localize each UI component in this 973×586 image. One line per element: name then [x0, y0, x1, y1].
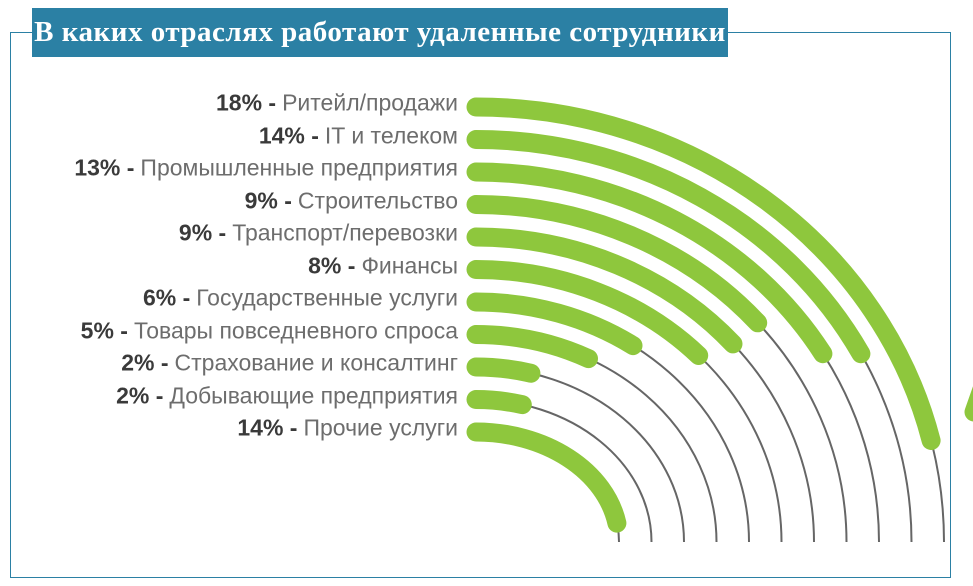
industry-label-row: 9% - Транспорт/перевозки	[0, 219, 458, 246]
industry-label-row: 8% - Финансы	[0, 254, 458, 277]
industry-label-row: 14% - Прочие услуги	[0, 414, 458, 441]
arc-value	[466, 292, 643, 356]
industry-name: Строительство	[297, 187, 458, 213]
arc-value	[466, 422, 627, 533]
industry-label-row: 14% - IT и телеком	[0, 124, 458, 147]
industry-label-row: 18% - Ритейл/продажи	[0, 89, 458, 116]
industry-label-row: 2% - Добывающие предприятия	[0, 384, 458, 407]
industry-name: Страхование и консалтинг	[174, 349, 458, 376]
industry-percent: 13% -	[74, 154, 135, 181]
arc-value	[466, 390, 532, 415]
industry-label-row: 2% - Страхование и консалтинг	[0, 349, 458, 376]
arc-values	[466, 97, 941, 533]
industry-name: Товары повседневного спроса	[133, 317, 458, 343]
industry-name: Ритейл/продажи	[282, 89, 458, 116]
industry-percent: 14% -	[258, 122, 319, 148]
chart-title: В каких отраслях работают удаленные сотр…	[34, 16, 726, 48]
industry-label-row: 13% - Промышленные предприятия	[0, 154, 458, 181]
industry-name: Финансы	[361, 252, 458, 278]
arc-value	[466, 357, 541, 383]
arc-value	[466, 325, 598, 369]
industry-name: Государственные услуги	[196, 284, 458, 311]
industry-label-row: 9% - Строительство	[0, 189, 458, 212]
industry-percent: 6% -	[142, 284, 191, 311]
industry-percent: 14% -	[237, 414, 298, 441]
arc-value	[466, 97, 941, 450]
arc-value	[466, 195, 768, 333]
industry-percent: 2% -	[116, 382, 164, 408]
industry-name: IT и телеком	[324, 122, 458, 148]
industry-percent: 9% -	[178, 219, 227, 246]
industry-label-row: 5% - Товары повседневного спроса	[0, 319, 458, 342]
arc-value	[466, 227, 743, 354]
arc-value	[466, 130, 871, 364]
industry-name: Прочие услуги	[303, 414, 458, 441]
arc-value	[466, 162, 833, 364]
industry-name: Промышленные предприятия	[140, 154, 458, 181]
industry-percent: 18% -	[216, 89, 277, 116]
chart-title-banner: В каких отраслях работают удаленные сотр…	[32, 8, 728, 57]
industry-labels: 18% - Ритейл/продажи 14% - IT и телеком 13% …	[0, 0, 458, 586]
arc-value	[466, 260, 709, 365]
industry-percent: 2% -	[121, 349, 169, 376]
industry-percent: 8% -	[308, 252, 356, 278]
industry-percent: 5% -	[80, 317, 128, 343]
industry-percent: 9% -	[244, 187, 292, 213]
industry-label-row: 6% - Государственные услуги	[0, 284, 458, 311]
industry-name: Добывающие предприятия	[169, 382, 458, 408]
industry-name: Транспорт/перевозки	[232, 219, 458, 246]
